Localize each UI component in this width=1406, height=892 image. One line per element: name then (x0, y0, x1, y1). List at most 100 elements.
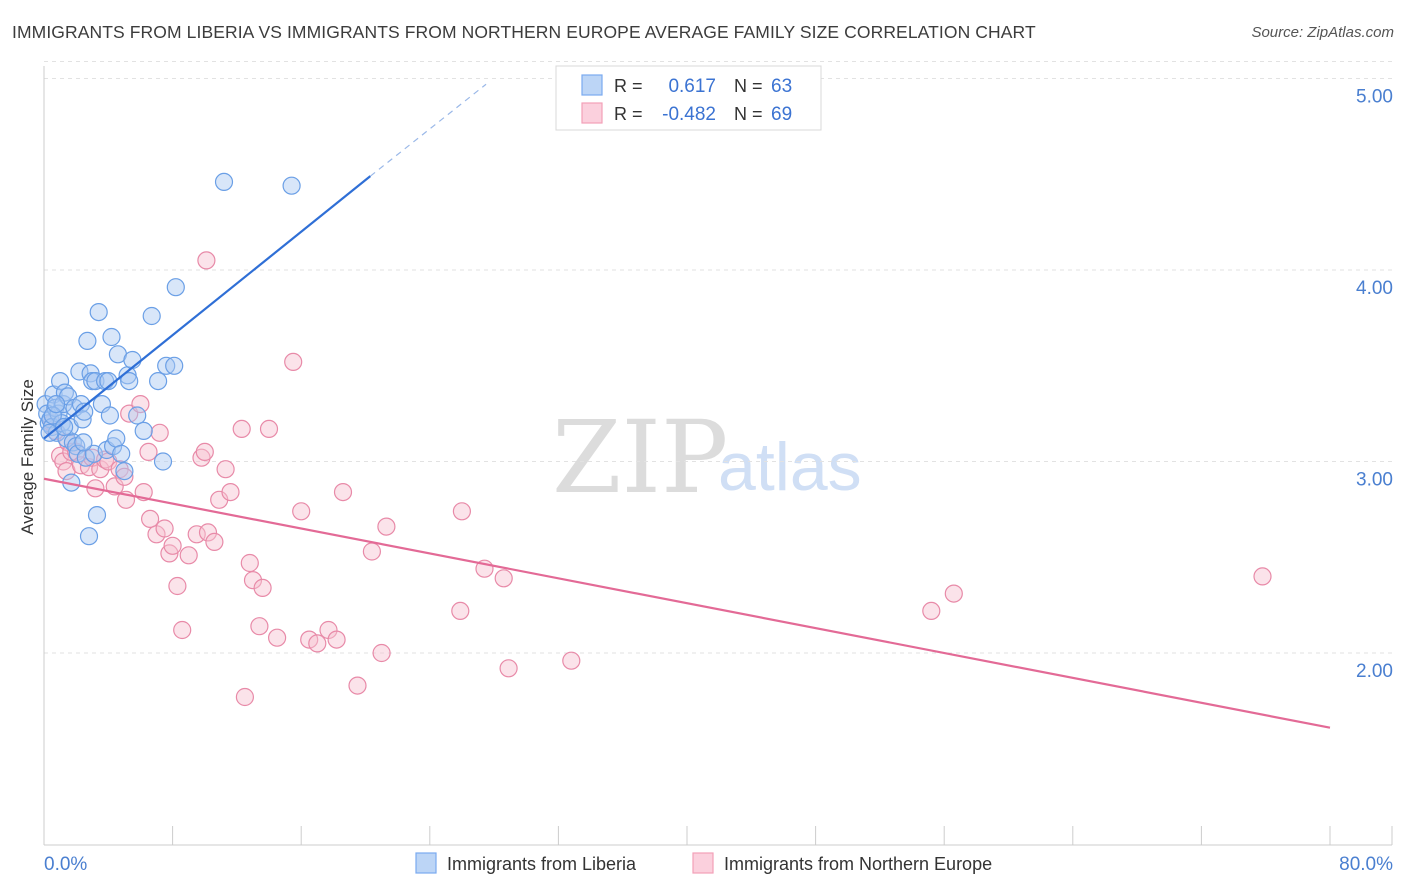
stats-n-label-northern-europe: N = (734, 104, 763, 124)
stats-r-value-liberia: 0.617 (668, 76, 716, 97)
liberia-point (100, 406, 120, 425)
liberia-point (70, 362, 89, 381)
stats-n-value-liberia: 63 (771, 76, 792, 97)
northern-europe-point (268, 628, 287, 647)
watermark-atlas: atlas (718, 429, 862, 505)
northern-europe-point (235, 687, 254, 707)
liberia-point (142, 306, 161, 326)
stats-legend: R = 0.617 N = 63 R = -0.482 N = 69 (555, 65, 822, 131)
northern-europe-point (292, 502, 311, 521)
liberia-point (79, 527, 99, 546)
northern-europe-point (333, 483, 353, 502)
watermark: ZIP atlas (552, 399, 862, 516)
chart-title: IMMIGRANTS FROM LIBERIA VS IMMIGRANTS FR… (12, 22, 1036, 42)
northern-europe-point (163, 536, 182, 555)
liberia-point (214, 172, 234, 191)
northern-europe-point (922, 601, 941, 621)
liberia-point (282, 176, 301, 195)
chart-source: Source: ZipAtlas.com (1251, 24, 1394, 41)
liberia-point (120, 372, 139, 391)
northern-europe-point (139, 442, 158, 461)
northern-europe-point (205, 532, 224, 552)
northern-europe-point (221, 483, 240, 502)
y-tick-label: 4.00 (1356, 278, 1393, 299)
northern-europe-point (259, 419, 279, 438)
northern-europe-point (150, 423, 169, 442)
liberia-point (153, 452, 173, 471)
stats-r-label-liberia: R = (614, 76, 643, 96)
liberia-point (123, 350, 142, 370)
stats-n-label-liberia: N = (734, 76, 763, 96)
northern-europe-point (131, 395, 150, 414)
northern-europe-points (42, 251, 1272, 707)
northern-europe-point (944, 584, 963, 603)
liberia-point (74, 433, 93, 452)
northern-europe-point (155, 519, 174, 538)
liberia-point (128, 406, 147, 425)
northern-europe-point (179, 546, 198, 565)
northern-europe-point (173, 620, 192, 640)
tick-labels: 2.00 3.00 4.00 5.00 0.0% 80.0% (44, 87, 1393, 876)
liberia-point (134, 421, 153, 440)
northern-europe-point (372, 643, 391, 663)
northern-europe-point (168, 576, 187, 596)
liberia-points (36, 172, 301, 546)
northern-europe-point (195, 442, 214, 461)
northern-europe-point (197, 251, 216, 270)
x-tick-label: 80.0% (1339, 854, 1393, 875)
legend-swatch-northern-europe (692, 852, 714, 874)
northern-europe-point (243, 571, 263, 590)
northern-europe-point (198, 523, 218, 542)
liberia-point (78, 331, 97, 350)
liberia-point (102, 327, 121, 347)
northern-europe-trend-line (43, 477, 1331, 729)
northern-europe-point (141, 509, 160, 529)
x-tick-label: 0.0% (44, 854, 87, 875)
axes (43, 66, 1393, 846)
northern-europe-point (377, 517, 396, 536)
northern-europe-point (232, 419, 251, 438)
northern-europe-point (308, 634, 327, 653)
legend-label-liberia: Immigrants from Liberia (447, 854, 637, 874)
y-tick-label: 2.00 (1356, 661, 1393, 682)
trend-lines (43, 83, 1331, 729)
northern-europe-point (327, 630, 346, 649)
northern-europe-point (192, 448, 211, 467)
northern-europe-point (1253, 567, 1272, 586)
liberia-point (166, 278, 185, 297)
liberia-point (89, 303, 108, 322)
watermark-zip: ZIP (552, 399, 728, 516)
northern-europe-point (253, 578, 272, 598)
northern-europe-point (216, 460, 235, 479)
northern-europe-point (79, 458, 99, 477)
stats-swatch-northern-europe (581, 102, 603, 124)
northern-europe-point (452, 502, 471, 521)
northern-europe-point (187, 525, 206, 544)
northern-europe-point (494, 569, 513, 588)
grid (44, 61, 1392, 654)
liberia-point (73, 410, 92, 429)
liberia-point (112, 444, 131, 463)
liberia-trend-extension (369, 83, 487, 177)
northern-europe-point (240, 553, 259, 573)
liberia-point (165, 356, 184, 375)
liberia-point (107, 429, 126, 448)
y-tick-label: 5.00 (1356, 87, 1393, 108)
northern-europe-point (250, 617, 269, 636)
stats-r-label-northern-europe: R = (614, 104, 643, 124)
liberia-point (54, 417, 74, 437)
northern-europe-point (115, 467, 134, 486)
liberia-point (50, 372, 70, 391)
y-tick-label: 3.00 (1356, 470, 1393, 491)
northern-europe-point (348, 676, 367, 695)
stats-n-value-northern-europe: 69 (771, 104, 792, 125)
liberia-point (43, 406, 62, 425)
legend-swatch-liberia (415, 852, 437, 874)
liberia-point (86, 372, 105, 391)
stats-swatch-liberia (581, 74, 603, 96)
northern-europe-point (562, 651, 581, 670)
northern-europe-point (451, 601, 470, 621)
northern-europe-point (362, 542, 381, 561)
northern-europe-point (499, 659, 518, 678)
